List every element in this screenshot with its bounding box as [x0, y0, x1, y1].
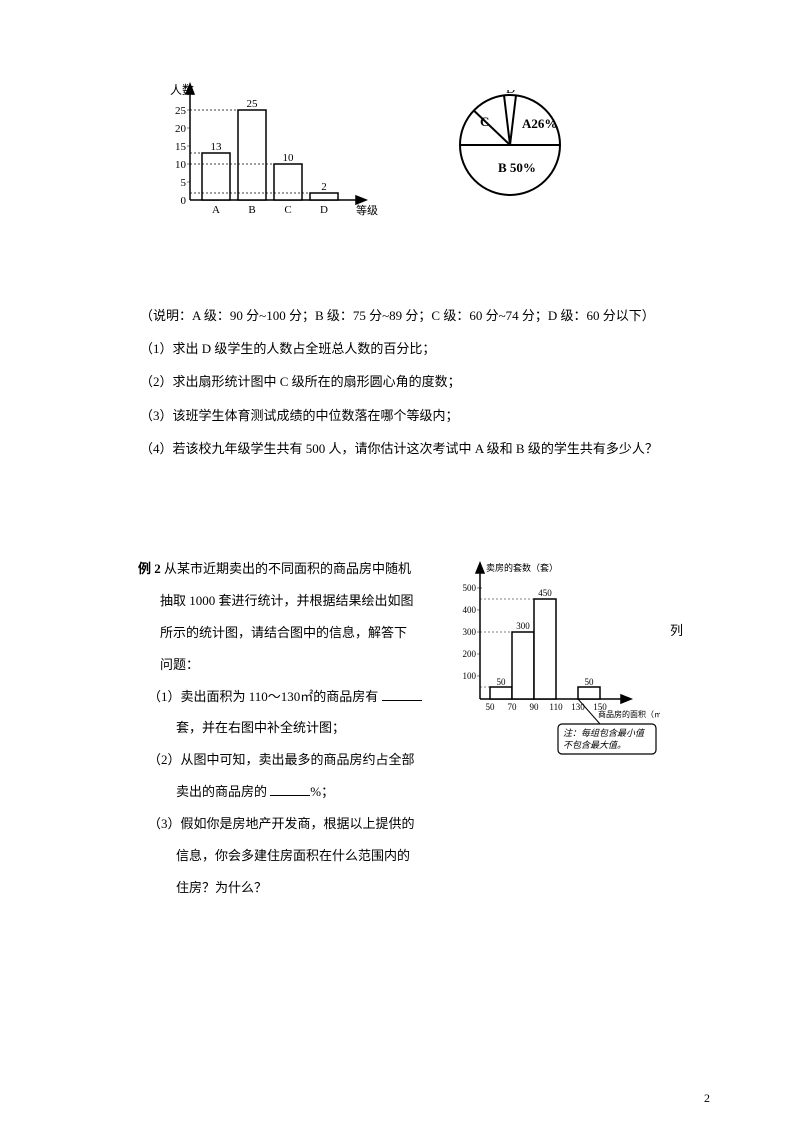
pie-label-a: A26% [522, 116, 557, 131]
svg-text:300: 300 [516, 621, 530, 631]
svg-text:70: 70 [508, 702, 518, 712]
example-2: 例 2 从某市近期卖出的不同面积的商品房中随机 抽取 1000 套进行统计，并根… [120, 554, 700, 905]
svg-text:5: 5 [181, 177, 187, 189]
svg-text:15: 15 [175, 141, 187, 153]
pie-chart: D A26% C B 50% [440, 90, 580, 210]
example2-text: 例 2 从某市近期卖出的不同面积的商品房中随机 抽取 1000 套进行统计，并根… [160, 554, 440, 905]
svg-text:2: 2 [321, 181, 327, 193]
svg-text:50: 50 [585, 677, 595, 687]
pie-label-d: D [506, 90, 515, 96]
svg-text:13: 13 [211, 141, 223, 153]
histogram-chart: 卖房的套数（套） 商品房的面积（㎡） 100 200 300 400 500 5… [450, 559, 660, 759]
svg-text:150: 150 [593, 702, 607, 712]
side-char: 列 [670, 554, 690, 646]
svg-text:300: 300 [463, 627, 477, 637]
svg-text:20: 20 [175, 123, 187, 135]
x-axis-label: 等级 [356, 203, 378, 217]
svg-text:A: A [212, 204, 220, 216]
q3: （3）该班学生体育测试成绩的中位数落在哪个等级内； [140, 400, 700, 431]
svg-text:B: B [248, 204, 255, 216]
bar-chart: 人数 等级 0 5 10 15 20 25 [160, 80, 380, 220]
svg-text:50: 50 [497, 677, 507, 687]
svg-text:0: 0 [181, 195, 187, 207]
svg-text:D: D [320, 204, 328, 216]
svg-text:10: 10 [283, 152, 295, 164]
hist-y-label: 卖房的套数（套） [486, 562, 558, 573]
page-number: 2 [704, 1091, 710, 1106]
svg-text:100: 100 [463, 671, 477, 681]
blank-2 [270, 783, 310, 796]
pie-label-c: C [480, 114, 489, 129]
blank-1 [382, 688, 422, 701]
svg-text:130: 130 [571, 702, 585, 712]
svg-text:90: 90 [530, 702, 540, 712]
explanation-line: （说明：A 级：90 分~100 分；B 级：75 分~89 分；C 级：60 … [140, 300, 700, 331]
svg-text:400: 400 [463, 605, 477, 615]
svg-text:不包含最大值。: 不包含最大值。 [563, 740, 626, 750]
pie-label-b: B 50% [498, 160, 536, 175]
svg-text:500: 500 [463, 583, 477, 593]
svg-text:25: 25 [175, 105, 187, 117]
y-axis-label: 人数 [170, 82, 194, 97]
q1: （1）求出 D 级学生的人数占全班总人数的百分比； [140, 333, 700, 364]
svg-text:10: 10 [175, 159, 187, 171]
svg-text:50: 50 [486, 702, 496, 712]
svg-text:450: 450 [538, 588, 552, 598]
q2: （2）求出扇形统计图中 C 级所在的扇形圆心角的度数； [140, 366, 700, 397]
question-block-1: （说明：A 级：90 分~100 分；B 级：75 分~89 分；C 级：60 … [140, 300, 700, 464]
q4: （4）若该校九年级学生共有 500 人，请你估计这次考试中 A 级和 B 级的学… [140, 433, 700, 464]
hist-x-label: 商品房的面积（㎡） [598, 709, 660, 719]
ex2-title: 例 2 [138, 561, 161, 576]
svg-text:200: 200 [463, 649, 477, 659]
svg-text:注：每组包含最小值: 注：每组包含最小值 [563, 728, 646, 738]
svg-text:110: 110 [549, 702, 563, 712]
charts-row: 人数 等级 0 5 10 15 20 25 [160, 80, 700, 220]
svg-text:C: C [284, 204, 291, 216]
svg-text:25: 25 [247, 98, 259, 110]
